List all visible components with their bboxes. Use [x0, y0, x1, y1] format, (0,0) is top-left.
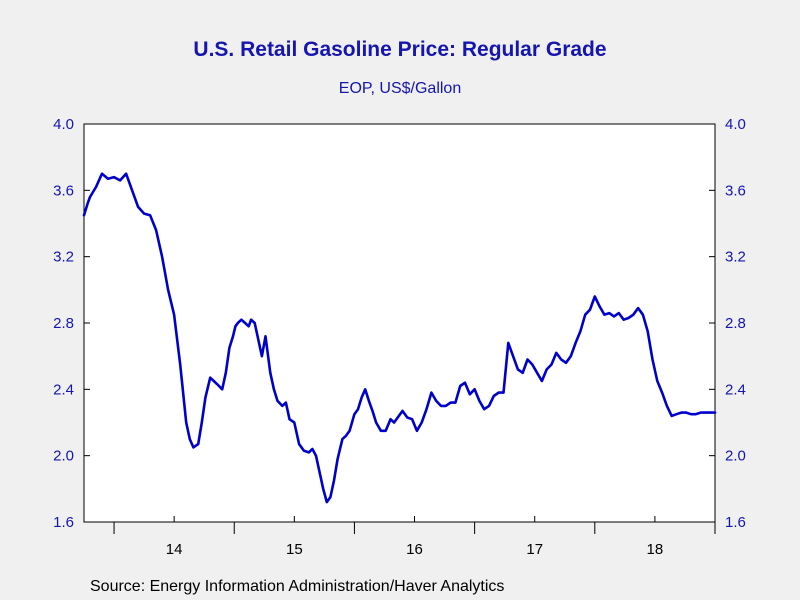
y-tick-label-right: 2.0	[725, 448, 746, 465]
y-tick-label-left: 4.0	[53, 116, 74, 133]
x-axis: 14 15 16 17 18	[113, 516, 716, 558]
y-tick-label-left: 2.4	[53, 381, 74, 398]
plot-area	[83, 123, 716, 523]
chart-title: U.S. Retail Gasoline Price: Regular Grad…	[193, 38, 607, 61]
x-tick-label: 16	[406, 541, 423, 558]
y-tick-label-right: 3.2	[725, 249, 746, 266]
x-tick-label: 18	[647, 541, 664, 558]
y-tick-label-left: 3.2	[53, 249, 74, 266]
gasoline-price-line	[82, 172, 717, 504]
y-axis-left: 1.6 2.0 2.4 2.8 3.2 3.6 4.0	[53, 116, 90, 531]
y-tick-label-left: 3.6	[53, 182, 74, 199]
x-tick-label: 15	[286, 541, 303, 558]
y-tick-label-left: 1.6	[53, 514, 74, 531]
y-tick-label-right: 1.6	[725, 514, 746, 531]
y-tick-label-right: 4.0	[725, 116, 746, 133]
x-tick-label: 14	[166, 541, 183, 558]
y-tick-label-left: 2.0	[53, 448, 74, 465]
x-tick-label: 17	[526, 541, 543, 558]
source-note: Source: Energy Information Administratio…	[90, 578, 505, 595]
y-tick-label-right: 2.4	[725, 381, 746, 398]
y-tick-label-left: 2.8	[53, 315, 74, 332]
y-tick-label-right: 2.8	[725, 315, 746, 332]
y-axis-right: 1.6 2.0 2.4 2.8 3.2 3.6 4.0	[709, 116, 746, 531]
y-tick-label-right: 3.6	[725, 182, 746, 199]
chart-subtitle: EOP, US$/Gallon	[338, 80, 462, 97]
